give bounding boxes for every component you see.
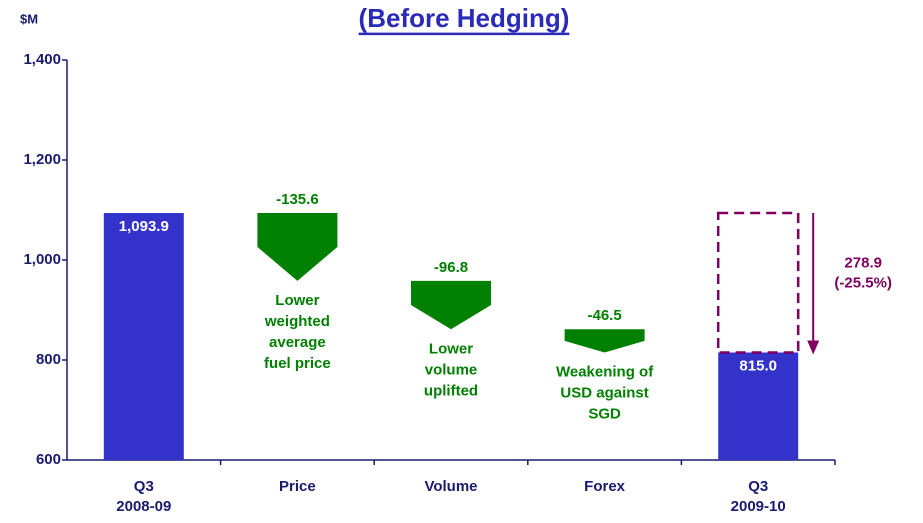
x-tick-label: Q3 2009-10 bbox=[731, 478, 786, 515]
decrease-arrow bbox=[257, 213, 338, 281]
x-tick-label: Price bbox=[279, 478, 316, 495]
y-unit-label: $M bbox=[20, 11, 38, 26]
comparison-box bbox=[716, 211, 800, 354]
x-tick-label: Forex bbox=[584, 478, 626, 495]
value-label: -96.8 bbox=[434, 259, 468, 276]
value-label: -46.5 bbox=[587, 307, 621, 324]
chart-title: (Before Hedging) bbox=[359, 3, 570, 33]
y-tick-label: 1,200 bbox=[23, 151, 61, 168]
step-annotation: Weakening of USD against SGD bbox=[556, 363, 654, 422]
decrease-arrow bbox=[411, 280, 491, 330]
y-tick-label: 1,000 bbox=[23, 251, 61, 268]
y-tick-label: 800 bbox=[36, 351, 61, 368]
total-bar bbox=[103, 213, 184, 460]
change-label: 278.9 bbox=[844, 255, 882, 272]
x-tick-label: Volume bbox=[424, 478, 477, 495]
y-tick-label: 1,400 bbox=[23, 51, 61, 68]
step-annotation: Lower volume uplifted bbox=[424, 340, 478, 399]
value-label: -135.6 bbox=[276, 191, 319, 208]
change-arrow-head bbox=[807, 340, 820, 355]
value-label: 1,093.9 bbox=[119, 218, 169, 235]
y-tick-label: 600 bbox=[36, 451, 61, 468]
decrease-arrow bbox=[564, 329, 645, 353]
change-label: (-25.5%) bbox=[834, 275, 892, 292]
total-bar bbox=[718, 352, 799, 460]
x-tick-label: Q3 2008-09 bbox=[116, 478, 171, 515]
step-annotation: Lower weighted average fuel price bbox=[264, 292, 331, 372]
value-label: 815.0 bbox=[739, 357, 777, 374]
